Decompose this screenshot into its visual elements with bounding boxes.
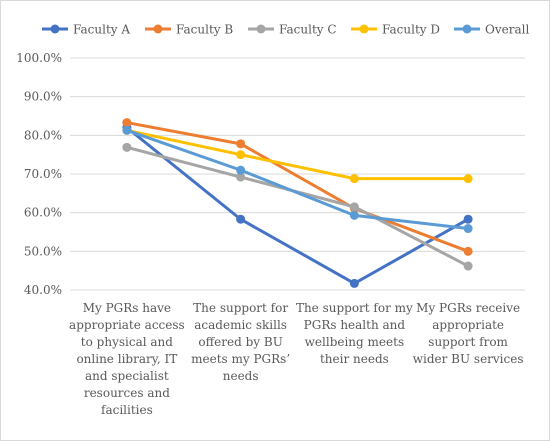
- legend-item: Faculty A: [42, 23, 130, 37]
- x-category-label-line: appropriate: [432, 318, 504, 332]
- x-category-label-line: and specialist: [85, 369, 169, 383]
- gridlines: [70, 57, 525, 291]
- y-tick-label: 100.0%: [16, 51, 62, 65]
- y-tick-label: 70.0%: [24, 167, 62, 181]
- series-line: [125, 121, 470, 253]
- data-point: [122, 118, 132, 128]
- legend-label: Faculty A: [73, 23, 130, 37]
- data-point: [463, 214, 473, 224]
- x-category-label-line: appropriate access: [69, 318, 185, 332]
- legend-label: Overall: [485, 23, 529, 37]
- x-category-label-line: My PGRs receive: [416, 301, 520, 315]
- data-point: [122, 125, 132, 135]
- series-line: [125, 128, 470, 181]
- data-point: [122, 142, 132, 152]
- x-category-label-line: meets my PGRs’: [191, 352, 290, 366]
- series-lines: [122, 118, 473, 288]
- legend-item: Faculty C: [248, 23, 337, 37]
- legend-label: Faculty C: [279, 23, 337, 37]
- data-point: [236, 172, 246, 182]
- legend-marker: [153, 24, 163, 34]
- y-tick-label: 60.0%: [24, 206, 62, 220]
- x-category-label: My PGRs receive appropriate support from wi…: [413, 301, 524, 366]
- x-category-label-line: support from: [428, 335, 508, 349]
- legend-item: Faculty B: [145, 23, 233, 37]
- x-category-label-line: wellbeing meets: [305, 335, 404, 349]
- x-category-label-line: offered by BU: [198, 335, 282, 349]
- x-category-label-line: PGRs health and: [304, 318, 406, 332]
- series-faculty-b: [122, 118, 473, 256]
- data-point: [349, 202, 359, 212]
- legend: Faculty A Faculty B Faculty C Faculty D Over…: [42, 23, 529, 37]
- x-category-label-line: to physical and: [81, 335, 173, 349]
- x-category-label-line: The support for: [193, 301, 288, 315]
- x-category-label-line: academic skills: [194, 318, 287, 332]
- x-category-label: The support for my PGRs health and wellbei…: [296, 301, 413, 366]
- y-tick-label: 50.0%: [24, 244, 62, 258]
- x-axis-category-labels: My PGRs have appropriate access to physica…: [69, 301, 523, 417]
- x-category-label-line: online library, IT: [76, 352, 177, 366]
- data-point: [236, 139, 246, 149]
- x-category-label-line: wider BU services: [413, 352, 524, 366]
- y-tick-label: 90.0%: [24, 90, 62, 104]
- series-line: [125, 128, 470, 231]
- legend-item: Overall: [454, 23, 529, 37]
- legend-item: Faculty D: [351, 23, 440, 37]
- legend-marker: [462, 24, 472, 34]
- series-overall: [122, 125, 473, 234]
- data-point: [463, 224, 473, 234]
- x-category-label: My PGRs have appropriate access to physica…: [69, 301, 185, 417]
- y-tick-label: 40.0%: [24, 283, 62, 297]
- legend-marker: [256, 24, 266, 34]
- legend-label: Faculty B: [176, 23, 233, 37]
- data-point: [349, 210, 359, 220]
- series-line: [125, 126, 470, 285]
- data-point: [463, 174, 473, 184]
- data-point: [463, 261, 473, 271]
- x-category-label-line: needs: [223, 369, 259, 383]
- data-point: [349, 278, 359, 288]
- x-category-label-line: My PGRs have: [83, 301, 171, 315]
- data-point: [349, 174, 359, 184]
- data-point: [236, 214, 246, 224]
- legend-label: Faculty D: [382, 23, 440, 37]
- y-tick-label: 80.0%: [24, 128, 62, 142]
- data-point: [236, 165, 246, 175]
- x-category-label-line: resources and: [84, 386, 170, 400]
- x-category-label: The support for academic skills offered by…: [191, 301, 290, 383]
- y-axis-tick-labels: 40.0% 50.0% 60.0% 70.0% 80.0% 90.0% 100.0%: [16, 51, 62, 297]
- x-category-label-line: their needs: [320, 352, 389, 366]
- x-category-label-line: facilities: [101, 403, 153, 417]
- data-point: [463, 246, 473, 256]
- legend-marker: [359, 24, 369, 34]
- data-point: [236, 150, 246, 160]
- x-category-label-line: The support for my: [296, 301, 413, 315]
- legend-marker: [50, 24, 60, 34]
